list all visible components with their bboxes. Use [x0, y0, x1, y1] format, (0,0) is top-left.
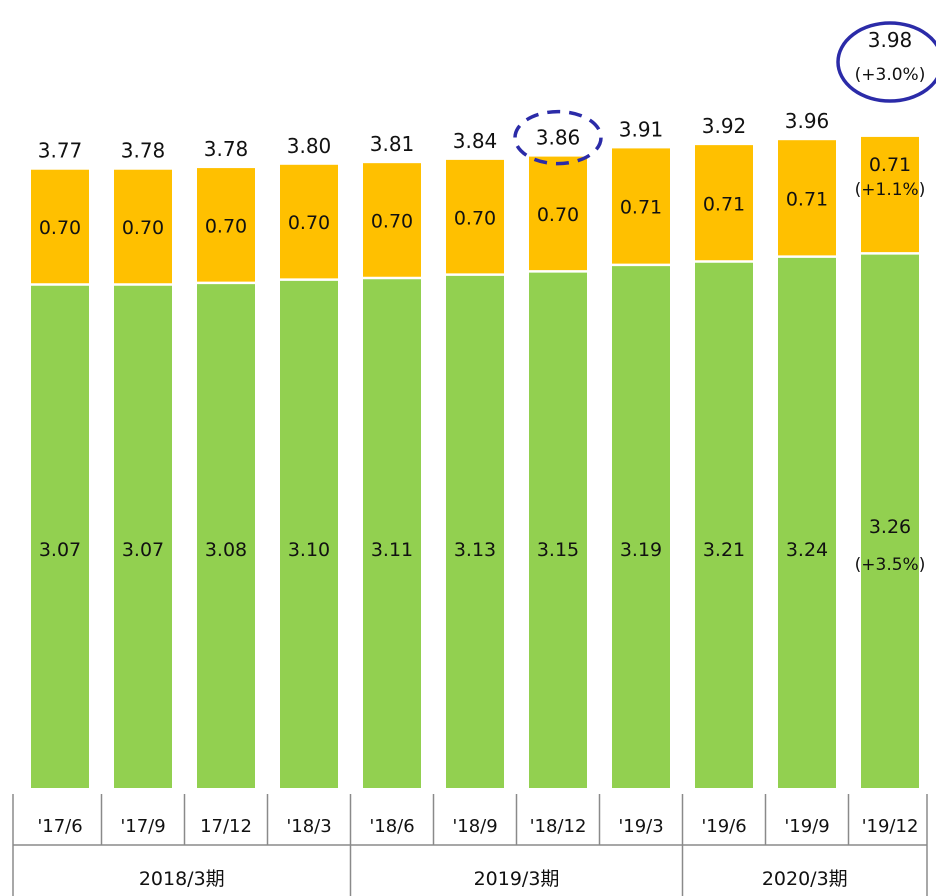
data-label-series2: 0.70 — [537, 204, 579, 226]
x-tick-label: '17/6 — [37, 816, 82, 837]
x-tick-label: '19/9 — [784, 816, 829, 837]
bar-series1 — [114, 284, 172, 788]
x-tick-label: '18/9 — [452, 816, 497, 837]
total-label: 3.92 — [702, 114, 747, 138]
bar-series1 — [363, 277, 421, 788]
annotation-label: (+1.1%) — [855, 180, 926, 200]
period-group-label: 2019/3期 — [474, 868, 560, 890]
labels-layer: 3.07 0.70 3.77 3.07 0.70 3.78 3.08 0.70 3.78 3.10… — [38, 28, 926, 575]
x-tick-label: '19/3 — [618, 816, 663, 837]
bar-series2 — [612, 148, 670, 265]
bar-series2 — [31, 169, 89, 285]
total-label: 3.91 — [619, 117, 664, 141]
x-tick-label: 17/12 — [200, 816, 252, 837]
data-label-series2: 0.70 — [122, 217, 164, 239]
data-label-series1: 3.15 — [537, 539, 579, 561]
total-label: 3.96 — [785, 109, 830, 133]
x-tick-label: '19/6 — [701, 816, 746, 837]
bar-series1 — [529, 271, 587, 788]
bar-series2 — [363, 163, 421, 278]
x-tick-label: '18/6 — [369, 816, 414, 837]
data-label-series2: 0.71 — [703, 193, 745, 215]
period-group-label: 2020/3期 — [762, 868, 848, 890]
bar-series2 — [280, 164, 338, 280]
total-label: 3.84 — [453, 129, 498, 153]
annotation-label: (+3.5%) — [855, 555, 926, 575]
bar-series2 — [778, 140, 836, 257]
data-label-series2: 0.70 — [454, 207, 496, 229]
total-label: 3.78 — [204, 137, 249, 161]
total-label: 3.81 — [370, 132, 415, 156]
bar-series1 — [31, 284, 89, 788]
bar-series1 — [197, 282, 255, 788]
bar-series1 — [612, 264, 670, 789]
bar-series2 — [861, 136, 919, 254]
annotation-label: (+3.0%) — [855, 65, 926, 85]
highlight-ellipse — [513, 109, 603, 166]
data-label-series2: 0.71 — [786, 188, 828, 210]
data-label-series1: 3.26 — [869, 516, 911, 538]
data-label-series1: 3.21 — [703, 539, 745, 561]
data-label-series2: 0.70 — [288, 212, 330, 234]
bar-series1 — [695, 261, 753, 788]
data-label-series1: 3.07 — [122, 539, 164, 561]
data-label-series2: 0.71 — [869, 154, 911, 176]
data-label-series1: 3.10 — [288, 539, 330, 561]
data-label-series2: 0.70 — [39, 217, 81, 239]
highlight-ellipse — [836, 21, 936, 103]
data-label-series1: 3.13 — [454, 539, 496, 561]
x-tick-label: '19/12 — [862, 816, 919, 837]
total-label: 3.80 — [287, 134, 332, 158]
bar-series2 — [197, 168, 255, 283]
period-group-label: 2018/3期 — [139, 868, 225, 890]
bar-series1 — [778, 256, 836, 788]
data-label-series1: 3.08 — [205, 539, 247, 561]
x-tick-label: '18/12 — [530, 816, 587, 837]
bar-series2 — [529, 156, 587, 272]
x-tick-label: '17/9 — [120, 816, 165, 837]
data-label-series1: 3.07 — [39, 539, 81, 561]
bar-series1 — [446, 274, 504, 788]
data-label-series1: 3.11 — [371, 539, 413, 561]
data-label-series1: 3.24 — [786, 539, 828, 561]
data-label-series2: 0.71 — [620, 197, 662, 219]
bar-series2 — [446, 159, 504, 275]
highlights-layer — [513, 21, 936, 166]
bar-series2 — [114, 169, 172, 285]
total-label: 3.77 — [38, 139, 83, 163]
bar-series2 — [695, 145, 753, 262]
total-label: 3.98 — [868, 28, 913, 52]
data-label-series2: 0.70 — [205, 215, 247, 237]
category-axis: '17/6 '17/9 17/12 '18/3 '18/6 '18/9 '18/12 '19/… — [12, 794, 928, 896]
data-label-series1: 3.19 — [620, 539, 662, 561]
x-tick-label: '18/3 — [286, 816, 331, 837]
bar-series1 — [861, 253, 919, 789]
total-label: 3.86 — [536, 126, 581, 150]
total-label: 3.78 — [121, 139, 166, 163]
data-label-series2: 0.70 — [371, 211, 413, 233]
bar-series1 — [280, 279, 338, 788]
bars-layer — [31, 136, 919, 789]
